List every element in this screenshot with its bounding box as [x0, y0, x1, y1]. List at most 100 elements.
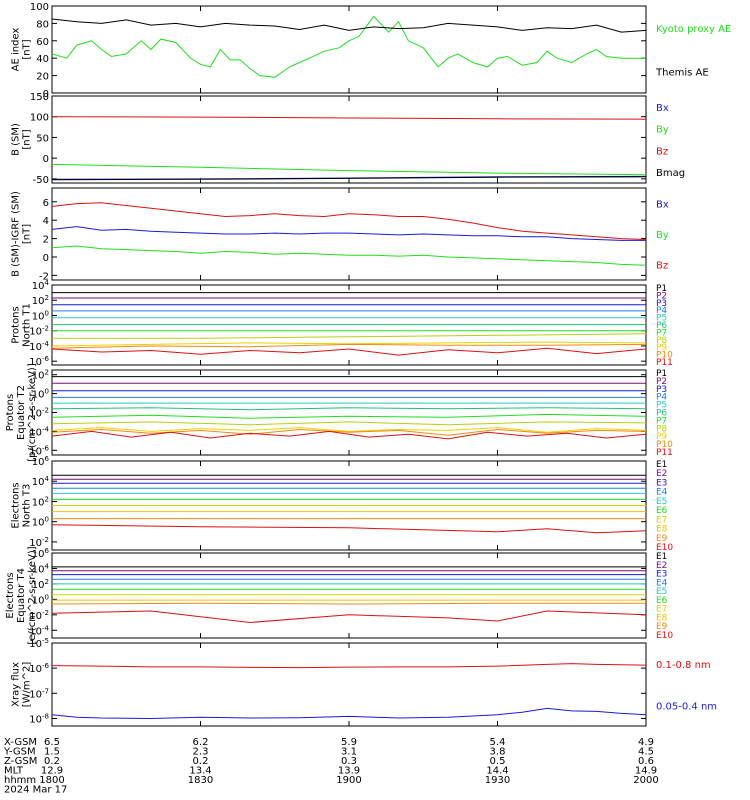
legend-label: P8 [656, 424, 667, 434]
legend-label: E5 [656, 587, 667, 597]
y-tick-label: 0 [43, 253, 49, 264]
y-axis-label: [W/m^2] [22, 662, 33, 708]
x-axis-value: 1.5 [44, 747, 60, 758]
y-axis-label: Electrons [5, 572, 16, 618]
legend-label: P2 [656, 291, 667, 301]
y-tick-label: 80 [36, 19, 49, 30]
legend-label: E4 [656, 578, 668, 588]
y-tick-label: 10-5 [29, 637, 49, 650]
y-tick-label: 106 [32, 455, 50, 468]
y-axis-label: [nT] [22, 224, 33, 244]
y-axis-label: AE index [11, 28, 22, 72]
legend-label: 0.1-0.8 nm [656, 660, 711, 671]
y-axis-label: B (SM) [11, 123, 22, 156]
legend-label: P10 [656, 351, 673, 361]
legend-label: E1 [656, 552, 667, 562]
series-line [51, 202, 647, 240]
series-line [51, 245, 647, 266]
x-axis-value: 3.1 [341, 747, 357, 758]
legend-label: Bx [656, 199, 669, 210]
x-axis-value: 6.2 [193, 737, 209, 748]
x-axis-value: 4.5 [638, 747, 654, 758]
panel-7: Electrons Equator T4 [e/(cm^2-s-sr-keV)] E1… [5, 546, 673, 644]
y-tick-label: 100 [32, 593, 49, 606]
legend-label: E4 [656, 488, 668, 498]
y-tick-label: 6 [43, 198, 49, 209]
y-tick-label: 104 [32, 475, 50, 488]
legend-label: P6 [656, 321, 667, 331]
series-line [51, 226, 646, 241]
y-tick-label: 100 [32, 309, 49, 322]
y-tick-label: 20 [36, 72, 49, 83]
legend-label: E1 [656, 460, 667, 470]
y-tick-label: -50 [33, 175, 49, 186]
x-axis-value: 14.9 [635, 766, 657, 777]
y-tick-label: 10-6 [29, 355, 49, 368]
series-line [51, 18, 647, 33]
legend-label: By [656, 125, 669, 136]
y-axis-label: [p/(cm^2-s-sr-keV)] [27, 363, 38, 462]
y-tick-label: 10-6 [29, 662, 49, 675]
panel-5: Protons Equator T2 [p/(cm^2-s-sr-keV)] P1P2… [5, 363, 673, 462]
y-tick-label: 150 [30, 92, 49, 103]
x-axis-value: 14.4 [486, 766, 508, 777]
legend-label: P11 [656, 448, 673, 458]
legend-label: Bmag [656, 168, 685, 179]
panel-3: B (SM)-IGRF (SM) [nT] Bx By Bz [11, 187, 669, 281]
y-tick-label: 4 [43, 216, 49, 227]
y-axis-label: Protons [5, 394, 16, 431]
legend-label: P10 [656, 440, 673, 450]
x-axis-value: 3.8 [490, 747, 506, 758]
legend-label: E10 [656, 631, 673, 641]
legend-label: P8 [656, 336, 667, 346]
legend-label: E6 [656, 596, 668, 606]
x-axis-value: 1930 [485, 775, 510, 786]
y-tick-label: 104 [32, 279, 50, 292]
x-axis-value: 0.2 [193, 756, 209, 767]
y-axis-label: Xray flux [11, 662, 22, 707]
x-axis-value: 0.3 [341, 756, 357, 767]
y-tick-label: 0 [43, 154, 49, 165]
x-axis-value: 5.9 [341, 737, 357, 748]
legend-label: Bz [656, 261, 668, 272]
series-line [51, 663, 647, 669]
x-axis-value: 0.5 [490, 756, 506, 767]
y-axis-label: [e/(cm^2-s-sr-keV)] [27, 546, 38, 644]
x-axis-row-label: Y-GSM [3, 747, 36, 758]
y-axis-label: [nT] [22, 129, 33, 149]
x-axis-value: 1900 [336, 775, 361, 786]
legend-label: E2 [656, 561, 667, 571]
y-axis-label: North T1 [22, 303, 33, 347]
y-tick-label: 102 [32, 369, 49, 382]
legend-label: Themis AE [655, 67, 709, 78]
y-axis-label: Protons [11, 306, 22, 343]
y-tick-label: 10-2 [29, 536, 49, 549]
x-axis-value: 6.5 [44, 737, 60, 748]
legend-label: P5 [656, 401, 667, 411]
y-tick-label: 100 [30, 113, 49, 124]
series-line [51, 176, 647, 181]
legend-label: E9 [656, 622, 668, 632]
x-axis-value: 0.6 [638, 756, 654, 767]
series-line [51, 407, 647, 411]
legend-label: P5 [656, 314, 667, 324]
y-tick-label: 106 [32, 547, 50, 560]
y-tick-label: 10-7 [29, 687, 49, 700]
x-axis-value: 12.9 [41, 766, 63, 777]
y-tick-label: 10-6 [29, 444, 49, 457]
x-axis-value: 1830 [188, 775, 213, 786]
y-tick-label: 2 [43, 235, 49, 246]
legend-label: P4 [656, 306, 667, 316]
y-axis-label: [nT] [22, 39, 33, 59]
y-tick-label: 10-2 [29, 325, 49, 338]
legend-label: P6 [656, 409, 667, 419]
y-tick-label: -2 [39, 271, 49, 282]
y-tick-label: 100 [32, 388, 49, 401]
x-axis-value: 4.9 [638, 737, 654, 748]
y-axis-label: Equator T2 [16, 385, 27, 440]
y-tick-label: 102 [32, 495, 49, 508]
y-tick-label: 104 [32, 562, 50, 575]
series-line [51, 116, 647, 120]
